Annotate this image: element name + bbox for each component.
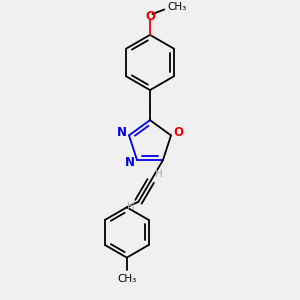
Text: H: H: [155, 169, 163, 179]
Text: CH₃: CH₃: [117, 274, 136, 284]
Text: O: O: [173, 126, 183, 140]
Text: CH₃: CH₃: [167, 2, 187, 12]
Text: N: N: [125, 156, 135, 169]
Text: O: O: [145, 10, 155, 23]
Text: N: N: [117, 126, 127, 140]
Text: H: H: [127, 202, 134, 212]
